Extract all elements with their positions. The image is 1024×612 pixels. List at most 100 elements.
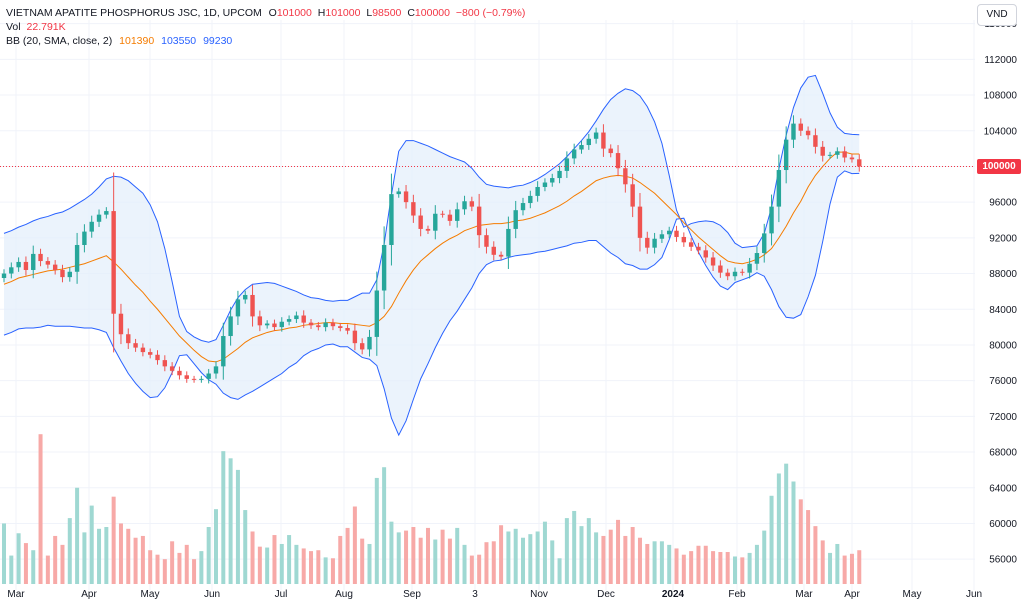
volume-bar <box>199 551 204 584</box>
y-tick-label: 76000 <box>989 376 1017 387</box>
low-value: 98500 <box>372 7 402 19</box>
candle-body <box>433 213 438 231</box>
candle-body <box>579 145 584 150</box>
candle-body <box>133 343 138 348</box>
candle-body <box>769 206 774 234</box>
candle-body <box>330 322 336 327</box>
close-value: 100000 <box>414 7 450 19</box>
volume-bars <box>2 434 862 584</box>
volume-bar <box>784 463 789 584</box>
volume-bar <box>469 555 474 584</box>
volume-bar <box>272 535 277 584</box>
candle-body <box>813 135 818 147</box>
x-tick-label: Aug <box>335 589 353 600</box>
candle-body <box>89 221 94 232</box>
candle-body <box>491 246 496 255</box>
candle-body <box>842 151 847 158</box>
volume-bar <box>213 509 218 584</box>
volume-bar <box>360 538 365 584</box>
candle-body <box>184 375 189 379</box>
volume-bar <box>338 535 343 584</box>
candle-body <box>747 263 752 273</box>
volume-bar <box>769 495 774 584</box>
volume-bar <box>506 531 511 584</box>
volume-bar <box>170 541 175 584</box>
volume-bar <box>601 535 606 584</box>
candle-body <box>243 294 248 300</box>
candle-body <box>286 319 292 322</box>
volume-bar <box>287 535 292 584</box>
legend-volume-row: Vol 22.791K <box>6 20 525 34</box>
candle-body <box>104 211 109 215</box>
volume-bar <box>374 477 379 584</box>
candle-body <box>550 178 555 183</box>
candle-body <box>126 334 131 344</box>
candle-body <box>272 323 277 328</box>
volume-bar <box>623 535 628 584</box>
volume-bar <box>126 528 131 584</box>
volume-bar <box>265 547 270 584</box>
candle-body <box>542 182 548 187</box>
bollinger-bands <box>3 74 860 437</box>
volume-bar <box>250 531 255 584</box>
volume-bar <box>206 527 211 584</box>
candle-body <box>586 138 591 146</box>
volume-bar <box>279 543 284 584</box>
volume-bar <box>762 530 767 584</box>
volume-bar <box>477 554 482 584</box>
candle-body <box>740 271 745 273</box>
candle-body <box>608 148 613 154</box>
volume-bar <box>828 552 833 584</box>
candle-body <box>199 378 204 380</box>
volume-bar <box>316 550 321 584</box>
volume-bar <box>513 528 518 584</box>
volume-bar <box>31 550 36 584</box>
candle-body <box>637 206 643 238</box>
candle-body <box>601 132 606 149</box>
volume-bar <box>257 546 262 584</box>
x-tick-label: Apr <box>844 589 860 600</box>
volume-bar <box>82 532 87 584</box>
currency-button[interactable]: VND <box>977 4 1017 26</box>
candle-body <box>557 170 562 179</box>
candle-body <box>140 347 146 353</box>
y-tick-label: 108000 <box>984 91 1018 102</box>
candle-body <box>754 253 760 264</box>
volume-bar <box>177 552 182 584</box>
bb-lower-line <box>3 170 860 437</box>
candle-body <box>725 272 730 277</box>
symbol-name: VIETNAM APATITE PHOSPHORUS JSC, 1D, UPCO… <box>6 7 262 19</box>
change-value: −800 (−0.79%) <box>455 7 526 19</box>
bb-fill <box>4 75 860 436</box>
bb-upper-value: 103550 <box>161 35 197 47</box>
candle-body <box>703 250 708 258</box>
volume-bar <box>411 527 416 584</box>
candle-body <box>396 191 401 195</box>
x-tick-label: Jun <box>966 589 982 600</box>
candle-body <box>352 330 358 344</box>
candle-body <box>528 195 533 204</box>
candle-body <box>513 210 518 229</box>
candle-body <box>593 132 599 139</box>
open-value: 101000 <box>276 7 312 19</box>
volume-bar <box>352 506 357 584</box>
candle-body <box>9 267 14 274</box>
y-tick-label: 88000 <box>989 269 1017 280</box>
volume-bar <box>455 527 460 584</box>
volume-bar <box>637 537 642 584</box>
candle-body <box>177 370 182 376</box>
candle-body <box>696 246 701 251</box>
candle-body <box>308 322 314 326</box>
volume-bar <box>718 552 723 584</box>
y-tick-label: 96000 <box>989 198 1017 209</box>
volume-bar <box>221 451 226 584</box>
volume-bar <box>462 544 467 584</box>
bb-upper-line <box>3 74 860 343</box>
candle-body <box>564 158 570 171</box>
volume-bar <box>2 523 6 584</box>
candle-body <box>52 264 58 270</box>
candle-body <box>857 159 862 167</box>
candle-body <box>367 336 372 350</box>
bb-basis-value: 101390 <box>119 35 155 47</box>
